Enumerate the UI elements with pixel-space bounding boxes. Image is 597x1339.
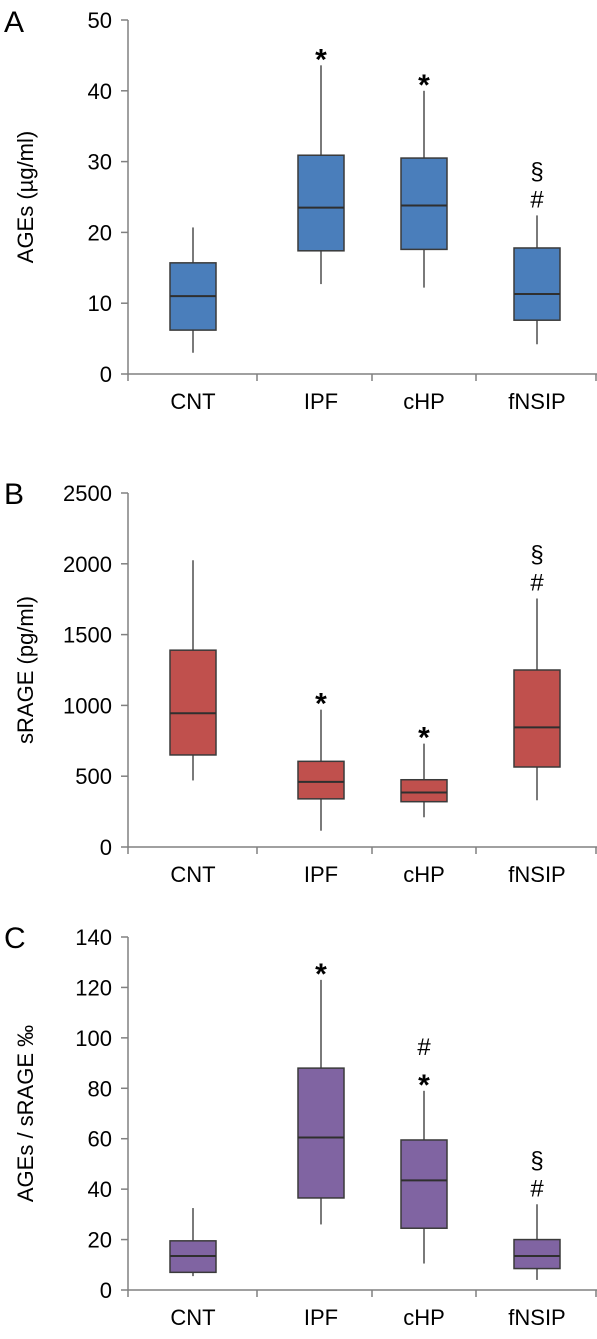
significance-marker: * xyxy=(418,1069,430,1102)
box-body xyxy=(513,1238,561,1270)
y-tick-label: 0 xyxy=(100,1278,112,1303)
y-tick-label: 0 xyxy=(100,835,112,860)
box-body xyxy=(297,1067,345,1199)
y-tick-label: 10 xyxy=(88,291,112,316)
box-body xyxy=(400,1139,448,1229)
significance-marker: # xyxy=(530,1175,544,1202)
y-tick-label: 30 xyxy=(88,150,112,175)
y-axis-label: sRAGE (pg/ml) xyxy=(13,596,38,744)
box-body xyxy=(400,157,448,251)
y-tick-label: 0 xyxy=(100,362,112,387)
panel-label: C xyxy=(4,922,26,955)
significance-marker: * xyxy=(418,722,430,755)
significance-marker: § xyxy=(530,541,543,568)
box-body xyxy=(400,778,448,803)
box-ipf: * xyxy=(297,688,345,831)
box-body xyxy=(513,247,561,321)
y-tick-label: 60 xyxy=(88,1127,112,1152)
x-tick-label: IPF xyxy=(304,862,338,887)
y-tick-label: 1000 xyxy=(63,693,112,718)
box-chp: * xyxy=(400,722,448,818)
x-tick-label: cHP xyxy=(403,862,445,887)
x-tick-label: IPF xyxy=(304,1305,338,1330)
significance-marker: * xyxy=(315,688,327,721)
significance-marker: * xyxy=(315,43,327,76)
box-fnsip: #§ xyxy=(513,158,561,345)
box-cnt xyxy=(169,560,217,781)
y-tick-label: 100 xyxy=(75,1026,112,1051)
x-tick-label: cHP xyxy=(403,1305,445,1330)
y-tick-label: 40 xyxy=(88,1177,112,1202)
y-axis-label: AGEs / sRAGE ‰ xyxy=(13,1025,38,1202)
significance-marker: # xyxy=(530,186,544,213)
x-tick-label: CNT xyxy=(170,389,215,414)
y-tick-label: 140 xyxy=(75,925,112,950)
panel-label: B xyxy=(4,478,24,511)
box-cnt xyxy=(169,1208,217,1277)
box-body xyxy=(169,649,217,756)
y-tick-label: 2000 xyxy=(63,552,112,577)
box-body xyxy=(297,760,345,800)
x-tick-label: fNSIP xyxy=(508,389,565,414)
box-cnt xyxy=(169,227,217,353)
x-tick-label: IPF xyxy=(304,389,338,414)
box-chp: *# xyxy=(400,1034,448,1264)
significance-marker: § xyxy=(530,1147,543,1174)
significance-marker: § xyxy=(530,158,543,185)
y-tick-label: 40 xyxy=(88,79,112,104)
box-ipf: * xyxy=(297,43,345,285)
x-tick-label: fNSIP xyxy=(508,862,565,887)
x-tick-label: cHP xyxy=(403,389,445,414)
panel-label: A xyxy=(4,6,24,39)
y-tick-label: 120 xyxy=(75,975,112,1000)
y-tick-label: 500 xyxy=(75,764,112,789)
box-chp: * xyxy=(400,69,448,288)
x-tick-label: CNT xyxy=(170,862,215,887)
y-tick-label: 1500 xyxy=(63,623,112,648)
y-tick-label: 20 xyxy=(88,1228,112,1253)
x-tick-label: fNSIP xyxy=(508,1305,565,1330)
box-fnsip: #§ xyxy=(513,1147,561,1280)
x-tick-label: CNT xyxy=(170,1305,215,1330)
chart-panel-c: C 0 20 40 60 80 100 120 140 AGEs / sRAGE ‰ CNT IPF c… xyxy=(4,922,597,1330)
significance-marker: # xyxy=(417,1034,431,1061)
significance-marker: # xyxy=(530,569,544,596)
box-body xyxy=(513,669,561,768)
y-axis-label: AGEs (µg/ml) xyxy=(13,131,38,263)
y-tick-label: 2500 xyxy=(63,481,112,506)
y-tick-label: 50 xyxy=(88,8,112,33)
chart-panel-b: B 0 500 1000 1500 2000 2500 sRAGE (pg/ml) CNT IPF… xyxy=(4,478,597,887)
y-tick-label: 80 xyxy=(88,1076,112,1101)
chart-panel-a: A 0 10 20 30 40 50 AGEs (µg/ml) CNT IPF cHP fNSIP * *… xyxy=(4,6,597,414)
significance-marker: * xyxy=(418,69,430,102)
y-tick-label: 20 xyxy=(88,220,112,245)
significance-marker: * xyxy=(315,958,327,991)
box-fnsip: #§ xyxy=(513,541,561,801)
box-body xyxy=(297,154,345,252)
box-ipf: * xyxy=(297,958,345,1225)
